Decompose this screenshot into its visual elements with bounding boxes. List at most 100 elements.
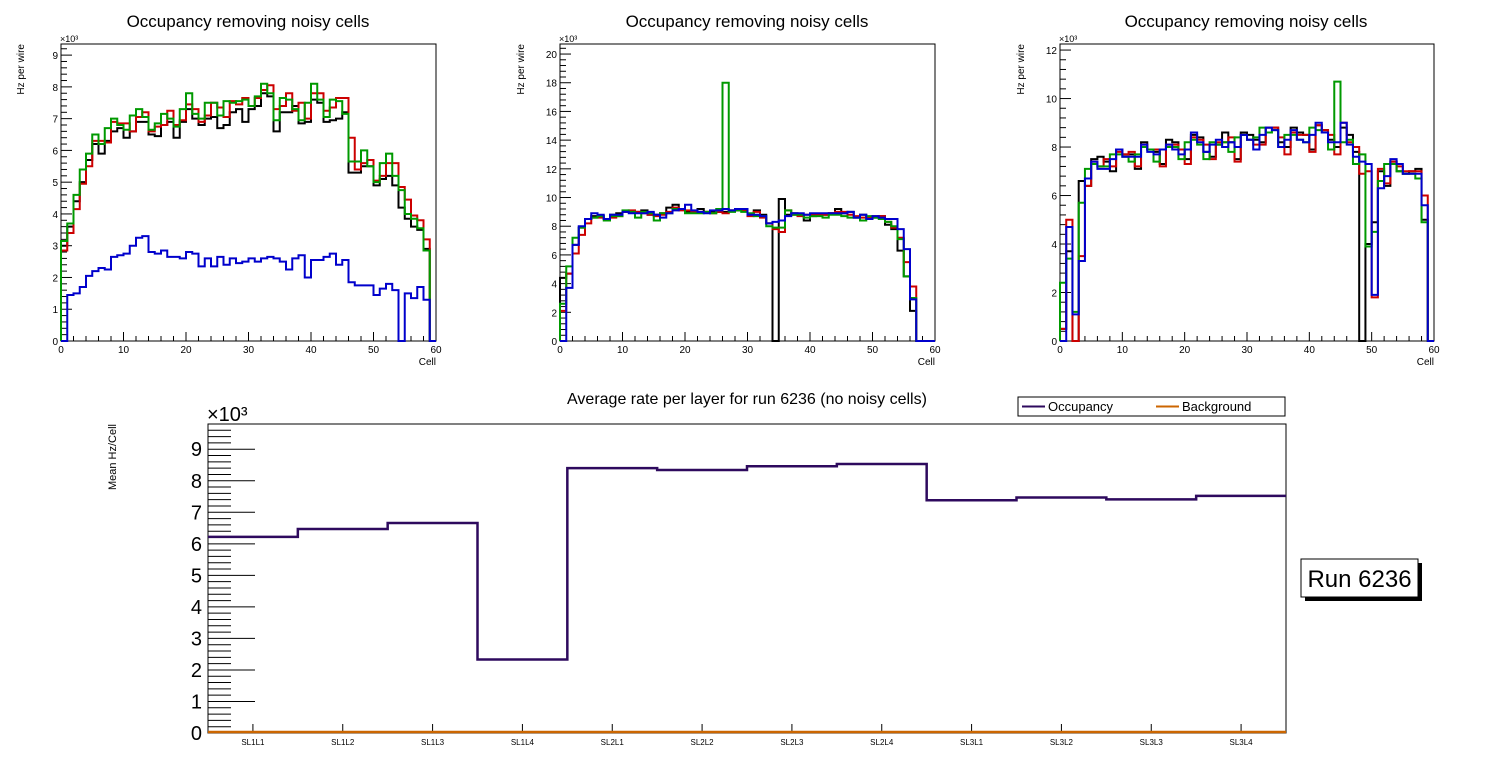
x-tick-label: SL1L1 [241,738,265,747]
y-tick-label: 0 [551,337,557,348]
axis-ticks: 0 2 4 6 8 10 12 0 10 20 30 40 50 60 [1046,46,1440,356]
y-multiplier-label: ×10³ [559,34,577,44]
y-tick-label: 3 [52,242,58,253]
y-tick-label: 14 [546,136,558,147]
series-red-line [559,206,935,342]
x-axis-label: Cell [918,357,935,368]
y-tick-label: 2 [551,308,557,319]
y-tick-label: 18 [546,79,558,90]
y-tick-label: 9 [52,51,58,62]
y-tick-label: 3 [191,628,202,650]
x-tick-label: 40 [804,345,816,356]
y-axis-label: Hz per wire [16,44,27,95]
series-occupancy-line [208,462,1286,661]
x-tick-label: 0 [1057,345,1063,356]
plot-frame-rect [559,43,936,342]
run-annotation-box [1300,558,1419,598]
series-black-line [60,92,436,342]
x-tick-label: 10 [1117,345,1129,356]
y-tick-label: 8 [191,471,202,493]
chart-title: Average rate per layer for run 6236 (no … [567,391,927,408]
chart-title: Occupancy removing noisy cells [127,12,370,31]
y-multiplier-label: ×10³ [60,34,78,44]
series-group [208,462,1286,734]
x-tick-label: 0 [557,345,563,356]
x-tick-label: 50 [368,345,380,356]
y-tick-label: 2 [52,273,58,284]
legend-label-background: Background [1182,399,1251,414]
x-tick-label: SL2L2 [691,738,715,747]
x-tick-label: 60 [929,345,941,356]
x-tick-label: SL3L2 [1050,738,1074,747]
y-tick-label: 12 [1046,46,1058,57]
chart-title: Occupancy removing noisy cells [626,12,869,31]
x-tick-label: 30 [243,345,255,356]
x-tick-label: SL3L1 [960,738,984,747]
y-tick-label: 12 [546,165,558,176]
x-tick-label: SL3L3 [1140,738,1164,747]
y-tick-label: 2 [191,660,202,682]
x-tick-label: SL2L1 [601,738,625,747]
x-tick-label: 50 [1366,345,1378,356]
plot-frame-rect [60,43,437,342]
y-tick-label: 7 [191,502,202,524]
y-tick-label: 2 [1051,289,1057,300]
y-tick-label: 10 [546,194,558,205]
x-tick-label: 60 [1428,345,1440,356]
y-tick-label: 4 [1051,240,1057,251]
chart-title: Occupancy removing noisy cells [1125,12,1368,31]
x-tick-label: 0 [58,345,64,356]
x-axis-label: Cell [419,357,436,368]
x-axis-label: Cell [1417,357,1434,368]
y-multiplier-label: ×10³ [1059,34,1077,44]
plot-frame [60,43,437,342]
x-tick-label: 10 [118,345,130,356]
axis-ticks: 0 2 4 6 8 10 12 14 16 18 20 0 10 20 30 40 50 60 [546,47,941,356]
axis-ticks: 0 1 2 3 4 5 6 7 8 9 SL1L1 SL1L2 SL1L3 SL1L4 SL2L1 SL2L2… [191,423,1254,747]
y-multiplier-label: ×10³ [207,404,248,426]
x-tick-label: SL1L4 [511,738,535,747]
series-black-line [559,197,935,342]
y-tick-label: 1 [52,305,58,316]
x-tick-label: 20 [1179,345,1191,356]
x-tick-label: 30 [742,345,754,356]
x-tick-label: 40 [1304,345,1316,356]
legend-box [1017,396,1286,417]
x-tick-label: SL3L4 [1230,738,1254,747]
y-tick-label: 4 [191,597,202,619]
y-tick-label: 20 [546,50,558,61]
y-tick-label: 6 [191,534,202,556]
x-tick-label: 50 [867,345,879,356]
x-tick-label: 20 [180,345,192,356]
y-tick-label: 16 [546,107,558,118]
series-blue-line [61,235,436,342]
x-tick-label: SL1L2 [331,738,355,747]
y-axis-label: Hz per wire [1016,44,1027,95]
x-tick-label: SL1L3 [421,738,445,747]
x-tick-label: 10 [617,345,629,356]
run-annotation: Run 6236 [1300,558,1422,601]
y-tick-label: 10 [1046,95,1058,106]
y-tick-label: 9 [191,439,202,461]
series-blue-line [560,203,935,342]
y-tick-label: 4 [551,280,557,291]
y-tick-label: 8 [551,222,557,233]
y-tick-label: 7 [52,115,58,126]
y-tick-label: 8 [52,83,58,94]
run-annotation-text: Run 6236 [1307,566,1411,593]
axis-ticks: 0 1 2 3 4 5 6 7 8 9 0 10 20 30 40 50 60 [52,48,442,356]
x-tick-label: 60 [430,345,442,356]
legend: Occupancy Background [1017,396,1286,417]
x-tick-label: 20 [679,345,691,356]
occupancy-chart-2: Occupancy removing noisy cells Hz per wi… [516,12,941,368]
y-tick-label: 0 [1051,337,1057,348]
x-tick-label: 40 [305,345,317,356]
y-tick-label: 6 [1051,192,1057,203]
y-tick-label: 6 [551,251,557,262]
y-tick-label: 1 [191,691,202,713]
occupancy-chart-3: Occupancy removing noisy cells Hz per wi… [1016,12,1440,368]
y-axis-label: Hz per wire [516,44,527,95]
y-tick-label: 6 [52,146,58,157]
y-axis-label: Mean Hz/Cell [107,424,119,490]
